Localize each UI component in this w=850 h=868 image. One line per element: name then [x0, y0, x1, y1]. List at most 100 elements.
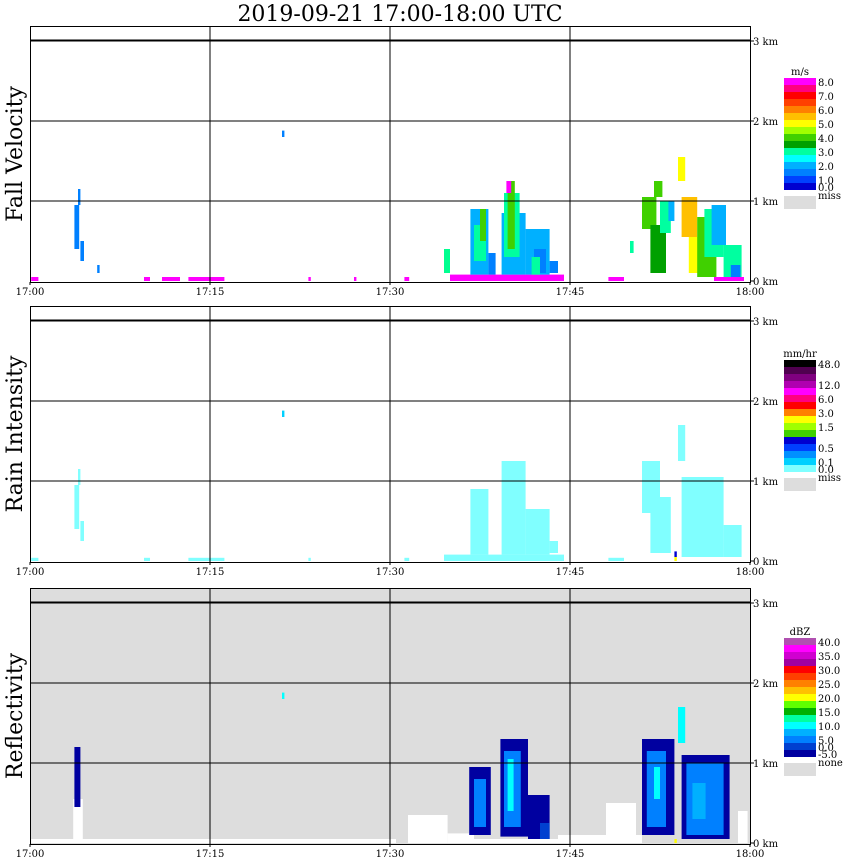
data-cell — [444, 554, 564, 561]
legend-miss-label: none — [818, 758, 843, 769]
data-cell — [506, 181, 512, 193]
legend-units: mm/hr — [783, 349, 817, 360]
data-cell — [74, 205, 80, 249]
legend-miss-label: miss — [818, 191, 841, 202]
y-tick-label: 1 km — [753, 759, 779, 770]
data-cell — [714, 277, 744, 281]
x-tick-label: 18:00 — [736, 849, 765, 860]
data-cell — [540, 823, 550, 839]
data-cell — [674, 839, 677, 843]
legend-swatch — [784, 430, 816, 437]
legend-swatch — [784, 183, 816, 190]
data-cell — [444, 249, 450, 273]
y-tick-label: 3 km — [753, 37, 779, 48]
legend-swatch — [784, 381, 816, 388]
legend-swatch — [784, 652, 816, 659]
x-tick-label: 17:30 — [376, 849, 405, 860]
legend-label: 6.0 — [818, 106, 834, 117]
legend-label: -5.0 — [818, 750, 837, 761]
legend-swatch — [784, 127, 816, 134]
plot-frame — [30, 26, 751, 283]
data-cell — [408, 815, 448, 843]
legend-swatch — [784, 722, 816, 729]
legend-label: 0.0 — [818, 183, 834, 194]
data-cell — [558, 835, 642, 843]
data-cell — [501, 461, 526, 555]
data-cell — [488, 253, 496, 275]
legend-swatch — [784, 694, 816, 701]
legend-swatch — [784, 638, 816, 645]
data-cell — [31, 277, 39, 281]
y-tick-label: 3 km — [753, 317, 779, 328]
legend-units: m/s — [791, 67, 809, 78]
legend-label: 0.1 — [818, 458, 834, 469]
legend-swatch — [784, 395, 816, 402]
legend-label: 1.0 — [818, 176, 834, 187]
data-cell — [78, 189, 81, 205]
data-cell — [660, 201, 671, 233]
legend-swatch — [784, 680, 816, 687]
legend-miss-swatch — [784, 196, 816, 209]
x-tick-label: 17:00 — [16, 567, 45, 578]
x-tick-label: 18:00 — [736, 287, 765, 298]
data-cell — [650, 225, 666, 273]
legend-label: 0.5 — [818, 444, 834, 455]
legend-swatch — [784, 444, 816, 451]
y-axis-label: Fall Velocity — [3, 86, 28, 222]
legend-swatch — [784, 402, 816, 409]
legend-swatch — [784, 78, 816, 85]
data-cell — [681, 197, 698, 237]
legend-swatch — [784, 750, 816, 757]
y-tick-label: 1 km — [753, 477, 779, 488]
data-cell — [474, 779, 486, 827]
data-cell — [507, 181, 515, 249]
data-cell — [188, 557, 225, 561]
legend-label: 2.0 — [818, 162, 834, 173]
x-tick-label: 17:45 — [556, 287, 585, 298]
data-cell — [354, 277, 357, 281]
legend-swatch — [784, 92, 816, 99]
data-cell — [31, 557, 39, 561]
legend-label: 3.0 — [818, 148, 834, 159]
legend-swatch — [784, 106, 816, 113]
legend-swatch — [784, 388, 816, 395]
x-tick-label: 17:30 — [376, 287, 405, 298]
data-cell — [654, 767, 660, 799]
data-cell — [668, 201, 675, 221]
data-cell — [678, 707, 686, 743]
x-tick-label: 17:15 — [196, 287, 225, 298]
x-tick-label: 18:00 — [736, 567, 765, 578]
data-cell — [531, 257, 540, 275]
legend-swatch — [784, 736, 816, 743]
data-cell — [723, 525, 742, 557]
data-cell — [549, 261, 558, 273]
data-cell — [144, 557, 150, 561]
data-cell — [654, 181, 663, 197]
data-cell — [507, 759, 514, 811]
x-tick-label: 17:15 — [196, 567, 225, 578]
x-tick-label: 17:30 — [376, 567, 405, 578]
data-cell — [738, 811, 748, 843]
legend-label: 3.0 — [818, 409, 834, 420]
y-axis-label: Reflectivity — [3, 652, 28, 779]
legend-swatch — [784, 374, 816, 381]
panel-fall: 17:00 17:15 17:30 17:45 18:000 km 1 km 2 km 3 k… — [3, 26, 841, 298]
legend-miss-swatch — [784, 763, 816, 776]
legend-swatch — [784, 659, 816, 666]
legend-label: 1.5 — [818, 423, 834, 434]
legend-swatch — [784, 729, 816, 736]
data-cell — [674, 557, 677, 561]
data-cell — [480, 209, 486, 241]
legend-label: 35.0 — [818, 652, 840, 663]
data-cell — [78, 469, 81, 485]
x-tick-label: 17:00 — [16, 287, 45, 298]
legend-swatch — [784, 360, 816, 367]
y-tick-label: 3 km — [753, 599, 779, 610]
legend-swatch — [784, 155, 816, 162]
legend-swatch — [784, 120, 816, 127]
legend-swatch — [784, 437, 816, 444]
legend-swatch — [784, 416, 816, 423]
legend-label: 15.0 — [818, 708, 840, 719]
data-cell — [282, 692, 285, 699]
legend-swatch — [784, 99, 816, 106]
